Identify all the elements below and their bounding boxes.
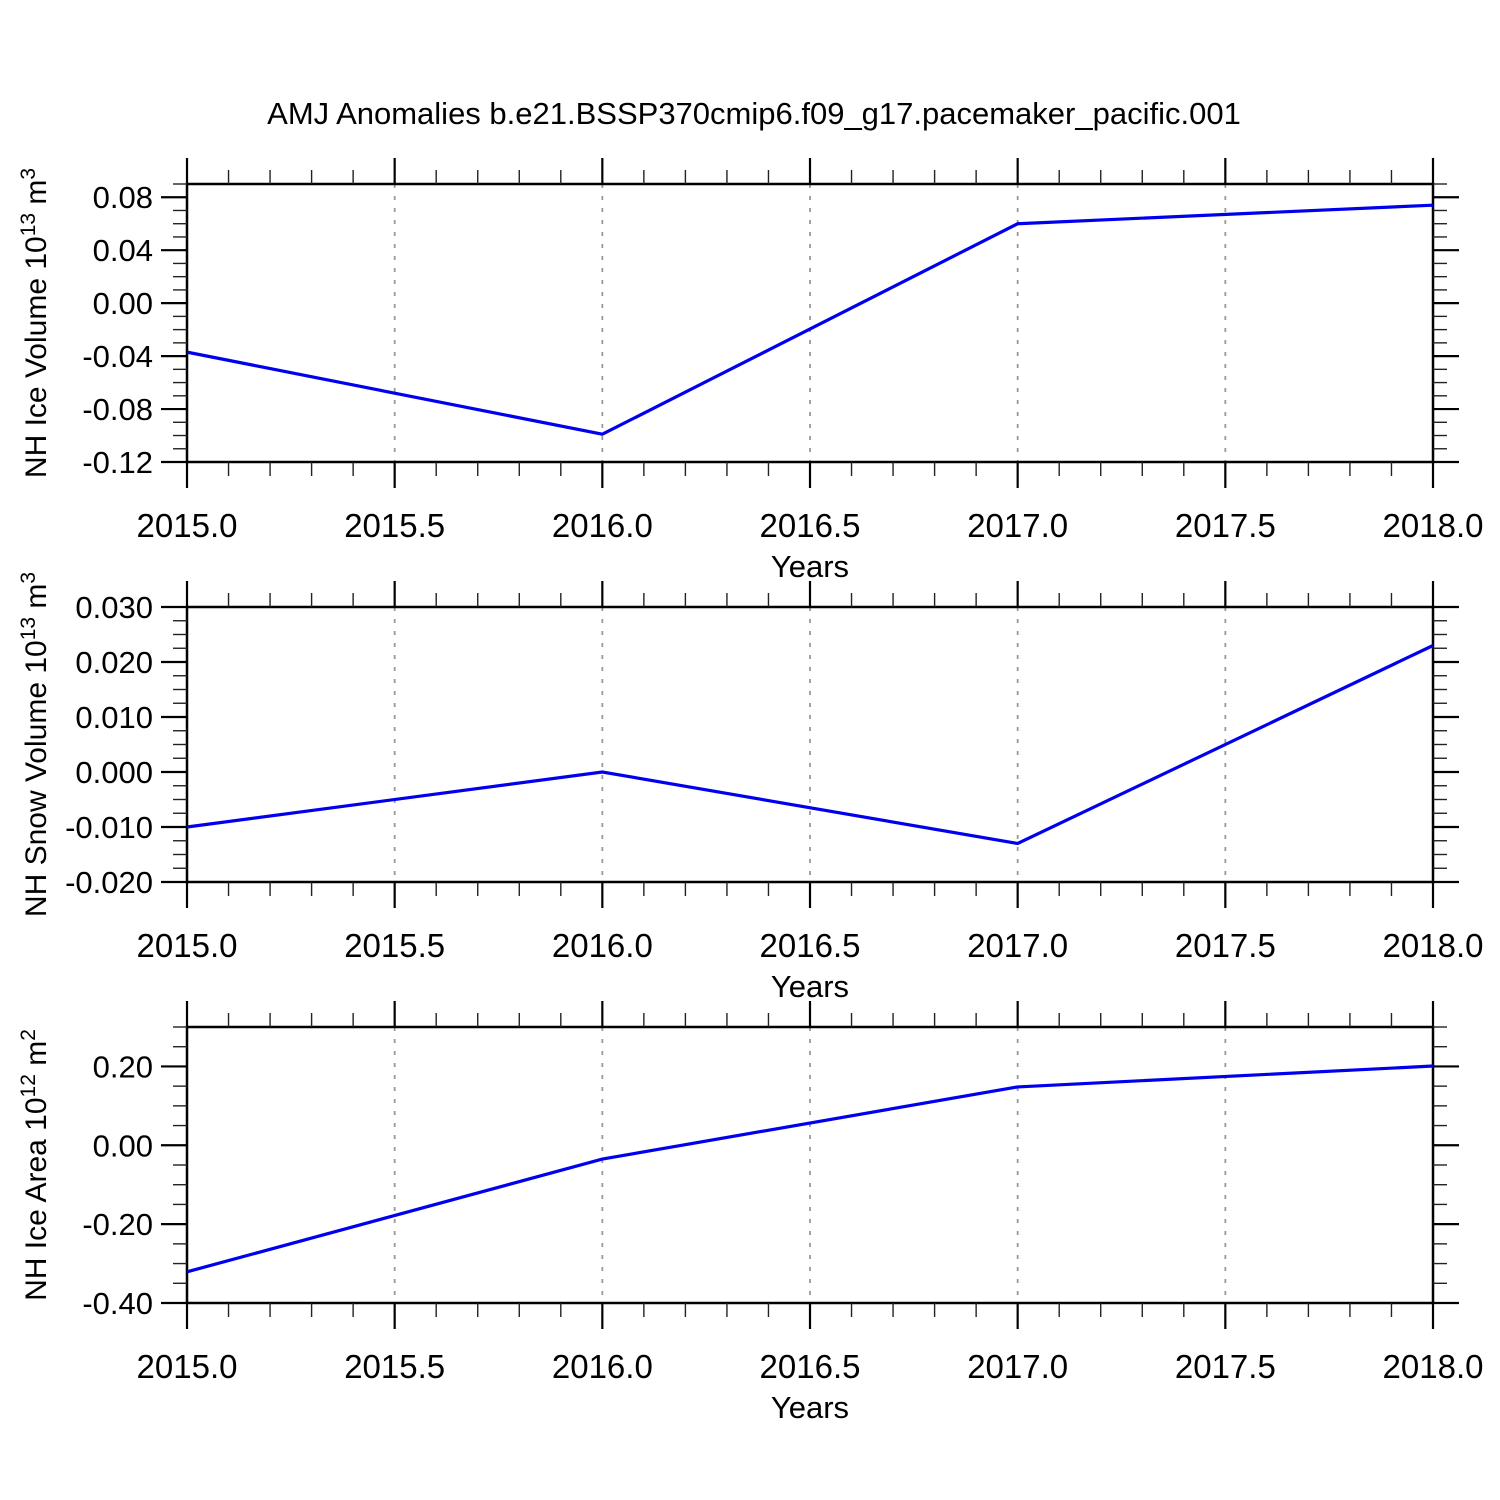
y-axis-title-text: m xyxy=(20,584,53,617)
x-tick-label: 2017.0 xyxy=(967,507,1068,544)
y-axis-title-sup: 13 xyxy=(17,213,40,236)
x-tick-label: 2017.5 xyxy=(1175,1348,1276,1385)
x-tick-label: 2015.0 xyxy=(137,507,238,544)
gridlines xyxy=(393,1027,1227,1303)
y-tick-label: 0.00 xyxy=(93,1128,153,1163)
x-tick-label: 2015.5 xyxy=(344,507,445,544)
x-ticks xyxy=(185,158,1435,488)
y-axis-title-text: m xyxy=(20,1041,53,1074)
x-axis-label: Years xyxy=(771,549,849,584)
x-tick-label: 2018.0 xyxy=(1383,507,1484,544)
y-tick-label: 0.000 xyxy=(75,755,153,790)
x-tick-label: 2016.0 xyxy=(552,927,653,964)
y-tick-label: 0.020 xyxy=(75,645,153,680)
x-tick-label: 2015.0 xyxy=(137,1348,238,1385)
y-axis-title-sup: 12 xyxy=(17,1074,40,1097)
y-axis-title-text: NH Ice Volume 10 xyxy=(20,236,53,478)
y-tick-label: -0.20 xyxy=(82,1207,153,1242)
x-tick-labels: 2015.0 2015.5 2016.0 2016.5 2017.0 2017.5 2018… xyxy=(137,1348,1484,1385)
y-ticks xyxy=(161,605,1459,884)
x-ticks xyxy=(185,1001,1435,1329)
y-axis-title-sup: 13 xyxy=(17,617,40,640)
y-axis-title-text: NH Ice Area 10 xyxy=(20,1097,53,1300)
y-axis-title-text: m xyxy=(20,180,53,213)
plot-border xyxy=(185,1025,1435,1305)
y-tick-label: 0.08 xyxy=(93,180,153,215)
x-tick-label: 2018.0 xyxy=(1383,1348,1484,1385)
x-tick-label: 2016.5 xyxy=(760,507,861,544)
y-tick-label: 0.030 xyxy=(75,590,153,625)
gridlines xyxy=(393,607,1227,882)
y-axis-title-sup: 3 xyxy=(17,168,40,180)
x-tick-label: 2016.5 xyxy=(760,927,861,964)
x-tick-label: 2015.5 xyxy=(344,927,445,964)
y-tick-label: -0.40 xyxy=(82,1286,153,1321)
y-tick-label: 0.04 xyxy=(93,233,153,268)
y-tick-label: 0.20 xyxy=(93,1049,153,1084)
data-line-nh-ice-volume xyxy=(186,203,1434,436)
x-tick-labels: 2015.0 2015.5 2016.0 2016.5 2017.0 2017.5 2018… xyxy=(137,927,1484,964)
y-tick-label: -0.04 xyxy=(82,339,153,374)
x-tick-label: 2017.0 xyxy=(967,927,1068,964)
y-axis-title: NH Ice Volume 1013 m3 xyxy=(17,168,53,478)
x-axis-label: Years xyxy=(771,1390,849,1425)
y-tick-label: -0.010 xyxy=(65,810,153,845)
y-axis-title-sup: 2 xyxy=(17,1029,40,1041)
y-axis-title: NH Snow Volume 1013 m3 xyxy=(17,572,53,917)
x-axis-label: Years xyxy=(771,969,849,1004)
y-axis-title: NH Ice Area 1012 m2 xyxy=(17,1029,53,1301)
x-tick-label: 2017.0 xyxy=(967,1348,1068,1385)
x-tick-label: 2016.0 xyxy=(552,1348,653,1385)
y-tick-label: -0.020 xyxy=(65,865,153,900)
x-tick-label: 2016.0 xyxy=(552,507,653,544)
y-tick-labels: 0.030 0.020 0.010 0.000 -0.010 -0.020 xyxy=(65,590,153,900)
x-tick-label: 2018.0 xyxy=(1383,927,1484,964)
plot-border xyxy=(185,605,1435,884)
data-line-nh-snow-volume xyxy=(186,644,1434,846)
chart-title: AMJ Anomalies b.e21.BSSP370cmip6.f09_g17… xyxy=(267,96,1241,131)
x-tick-labels: 2015.0 2015.5 2016.0 2016.5 2017.0 2017.5 2018… xyxy=(137,507,1484,544)
x-tick-label: 2015.0 xyxy=(137,927,238,964)
y-tick-label: -0.12 xyxy=(82,445,153,480)
y-tick-label: 0.010 xyxy=(75,700,153,735)
plot-border xyxy=(185,182,1435,464)
x-tick-label: 2017.5 xyxy=(1175,927,1276,964)
x-tick-label: 2015.5 xyxy=(344,1348,445,1385)
y-ticks xyxy=(161,1026,1459,1305)
y-axis-title-sup: 3 xyxy=(17,572,40,584)
data-line-nh-ice-area xyxy=(186,1064,1434,1274)
y-ticks xyxy=(161,183,1459,464)
panel-nh-ice-area: 0.20 0.00 -0.20 -0.40 2015.0 2015.5 2016.0 2016… xyxy=(17,1001,1483,1425)
y-tick-label: 0.00 xyxy=(93,286,153,321)
y-tick-label: -0.08 xyxy=(82,392,153,427)
y-axis-title-text: NH Snow Volume 10 xyxy=(20,640,53,917)
y-tick-labels: 0.20 0.00 -0.20 -0.40 xyxy=(82,1049,153,1321)
x-tick-label: 2017.5 xyxy=(1175,507,1276,544)
x-ticks xyxy=(185,581,1435,908)
y-tick-labels: 0.08 0.04 0.00 -0.04 -0.08 -0.12 xyxy=(82,180,153,480)
x-tick-label: 2016.5 xyxy=(760,1348,861,1385)
gridlines xyxy=(393,184,1227,462)
